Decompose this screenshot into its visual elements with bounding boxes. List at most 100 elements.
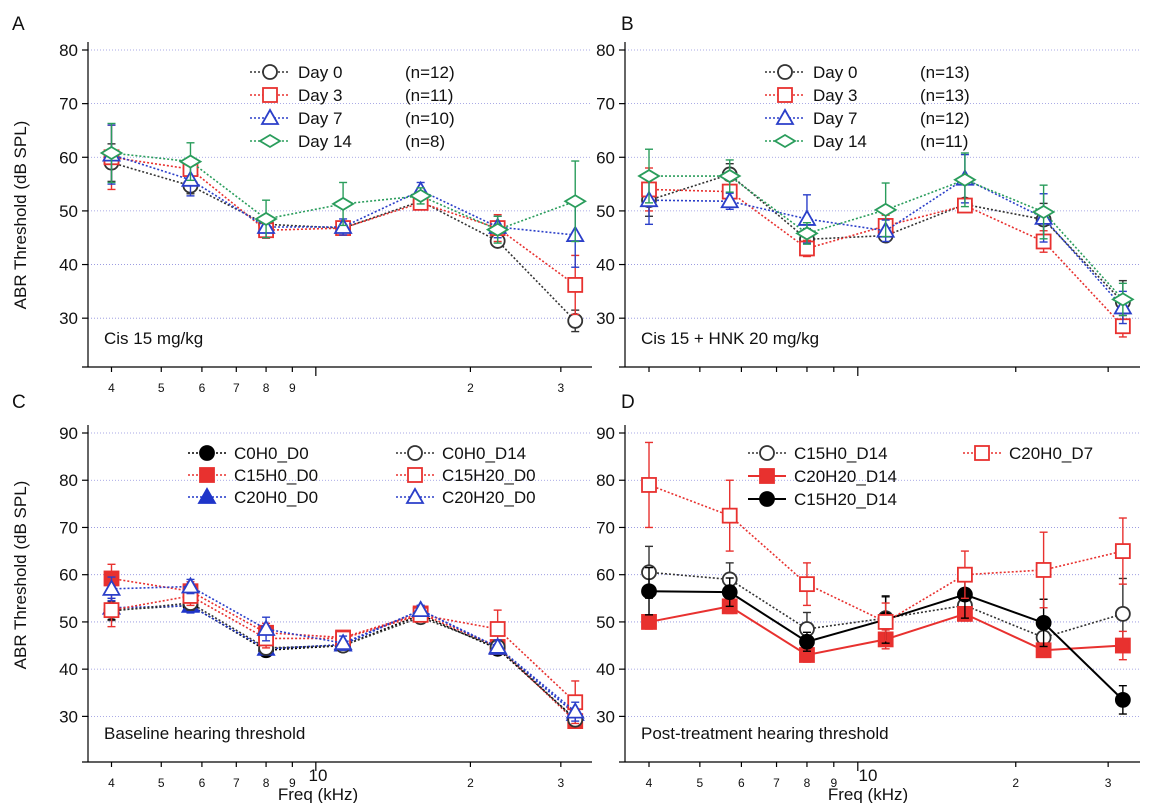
- legend-marker: [199, 445, 215, 461]
- y-tick-label-b: 50: [596, 202, 615, 221]
- x-decade-label-d: 10: [859, 766, 878, 785]
- data-point: [641, 614, 657, 630]
- data-point: [721, 584, 738, 601]
- legend-n-label: (n=8): [405, 132, 445, 151]
- y-tick-label-d: 50: [596, 613, 615, 632]
- legend-label: C0H0_D14: [442, 444, 526, 463]
- data-point: [101, 579, 122, 596]
- legend-label: Day 3: [298, 86, 342, 105]
- panel-label-d: D: [621, 392, 635, 413]
- legend-marker: [405, 487, 425, 504]
- data-point: [1035, 614, 1052, 631]
- x-tick-label-a: 3: [557, 381, 564, 395]
- panel-annotation-a: Cis 15 mg/kg: [104, 329, 203, 348]
- y-tick-label-d: 60: [596, 566, 615, 585]
- data-point: [567, 277, 584, 293]
- legend-label: C20H0_D0: [234, 488, 318, 507]
- chart-panel-b: 30 40 50 60 70 80 Cis 15 + HNK 20 mg/kg Day 0 (n…: [596, 41, 1140, 376]
- x-tick-label-c: 9: [289, 776, 296, 790]
- x-tick-label-a: 5: [158, 381, 165, 395]
- data-point: [1114, 637, 1131, 654]
- y-tick-label-b: 60: [596, 148, 615, 167]
- legend-marker: [262, 64, 278, 80]
- data-point: [799, 576, 815, 593]
- data-point: [254, 211, 278, 227]
- legend-label: C0H0_D0: [234, 444, 309, 463]
- series-b-3: [637, 148, 1135, 317]
- legend-a: Day 0 (n=12) Day 3 (n=11) Day 7 (n=10) Day 14 (…: [250, 63, 455, 151]
- data-point: [488, 637, 508, 654]
- x-tick-label-d: 3: [1105, 776, 1112, 790]
- x-axis-label-d: Freq (kHz): [828, 785, 908, 803]
- data-point: [99, 145, 124, 161]
- legend-marker: [974, 445, 990, 461]
- x-tick-label-d: 7: [773, 776, 780, 790]
- x-tick-label-c: 3: [557, 776, 564, 790]
- x-tick-label-a: 4: [108, 381, 115, 395]
- data-point: [795, 226, 819, 241]
- data-point: [1031, 204, 1056, 220]
- x-tick-label-c: 2: [467, 776, 474, 790]
- data-point: [563, 194, 587, 209]
- legend-label: Day 14: [298, 132, 352, 151]
- legend-marker: [759, 468, 775, 484]
- x-tick-label-a: 7: [233, 381, 240, 395]
- chart-panel-d: 30 40 50 60 70 80 90 4 5 6 7 8 9 2 3 Post-treatment hea…: [596, 424, 1140, 790]
- data-point: [180, 576, 201, 594]
- y-tick-label-a: 70: [59, 95, 78, 114]
- chart-panel-c: 30 40 50 60 70 80 90 4 5 6 7 8 9 2 3 Baseline hearing t…: [59, 424, 592, 790]
- series-c-5: [101, 576, 585, 722]
- legend-marker: [777, 87, 793, 103]
- y-tick-label-b: 70: [596, 95, 615, 114]
- data-point: [1114, 543, 1131, 559]
- x-tick-label-c: 7: [233, 776, 240, 790]
- x-tick-label-a: 2: [467, 381, 474, 395]
- legend-label: C20H0_D7: [1009, 444, 1093, 463]
- x-tick-label-d: 8: [804, 776, 811, 790]
- data-point: [957, 566, 973, 583]
- data-point: [1111, 292, 1135, 307]
- data-point: [331, 196, 355, 211]
- data-point: [485, 222, 510, 237]
- data-point: [721, 507, 738, 524]
- legend-n-label: (n=13): [920, 86, 970, 105]
- data-point: [565, 701, 585, 719]
- data-point: [717, 168, 742, 184]
- legend-marker: [775, 108, 795, 125]
- panel-label-c: C: [12, 392, 26, 413]
- x-tick-label-a: 9: [289, 381, 296, 395]
- legend-label: C15H20_D0: [442, 466, 536, 485]
- data-point: [408, 188, 433, 203]
- y-tick-label-c: 60: [59, 566, 78, 585]
- y-tick-label-c: 80: [59, 471, 78, 490]
- x-axis-label-c: Freq (kHz): [278, 785, 358, 803]
- x-tick-label-d: 9: [830, 776, 837, 790]
- y-tick-label-d: 30: [596, 707, 615, 726]
- series-c-2: [101, 596, 585, 722]
- legend-marker: [262, 87, 278, 103]
- series-d-3: [641, 441, 1131, 642]
- data-point: [256, 619, 276, 636]
- data-point: [333, 633, 353, 651]
- legend-n-label: (n=11): [920, 132, 968, 151]
- data-point: [1114, 691, 1131, 708]
- legend-label: Day 0: [298, 63, 342, 82]
- x-tick-label-c: 5: [158, 776, 165, 790]
- panel-label-b: B: [621, 14, 634, 35]
- data-point: [178, 154, 203, 169]
- legend-label: C15H0_D0: [234, 466, 318, 485]
- data-point: [799, 633, 815, 650]
- legend-marker: [759, 491, 775, 507]
- y-tick-label-c: 90: [59, 424, 78, 443]
- legend-c: C0H0_D0 C15H0_D0 C20H0_D0 C0H0_D14 C15H20_D0…: [188, 444, 536, 507]
- legend-b: Day 0 (n=13) Day 3 (n=13) Day 7 (n=12) Day 14 (…: [765, 63, 970, 151]
- y-tick-label-b: 30: [596, 309, 615, 328]
- legend-marker: [199, 467, 215, 483]
- y-axis-label-bottom: ABR Threshold (dB SPL): [11, 481, 30, 670]
- data-point: [637, 168, 661, 184]
- legend-marker: [258, 133, 282, 149]
- legend-label: Day 14: [813, 132, 867, 151]
- legend-marker: [407, 467, 423, 483]
- y-tick-label-c: 40: [59, 660, 78, 679]
- legend-marker: [777, 64, 793, 80]
